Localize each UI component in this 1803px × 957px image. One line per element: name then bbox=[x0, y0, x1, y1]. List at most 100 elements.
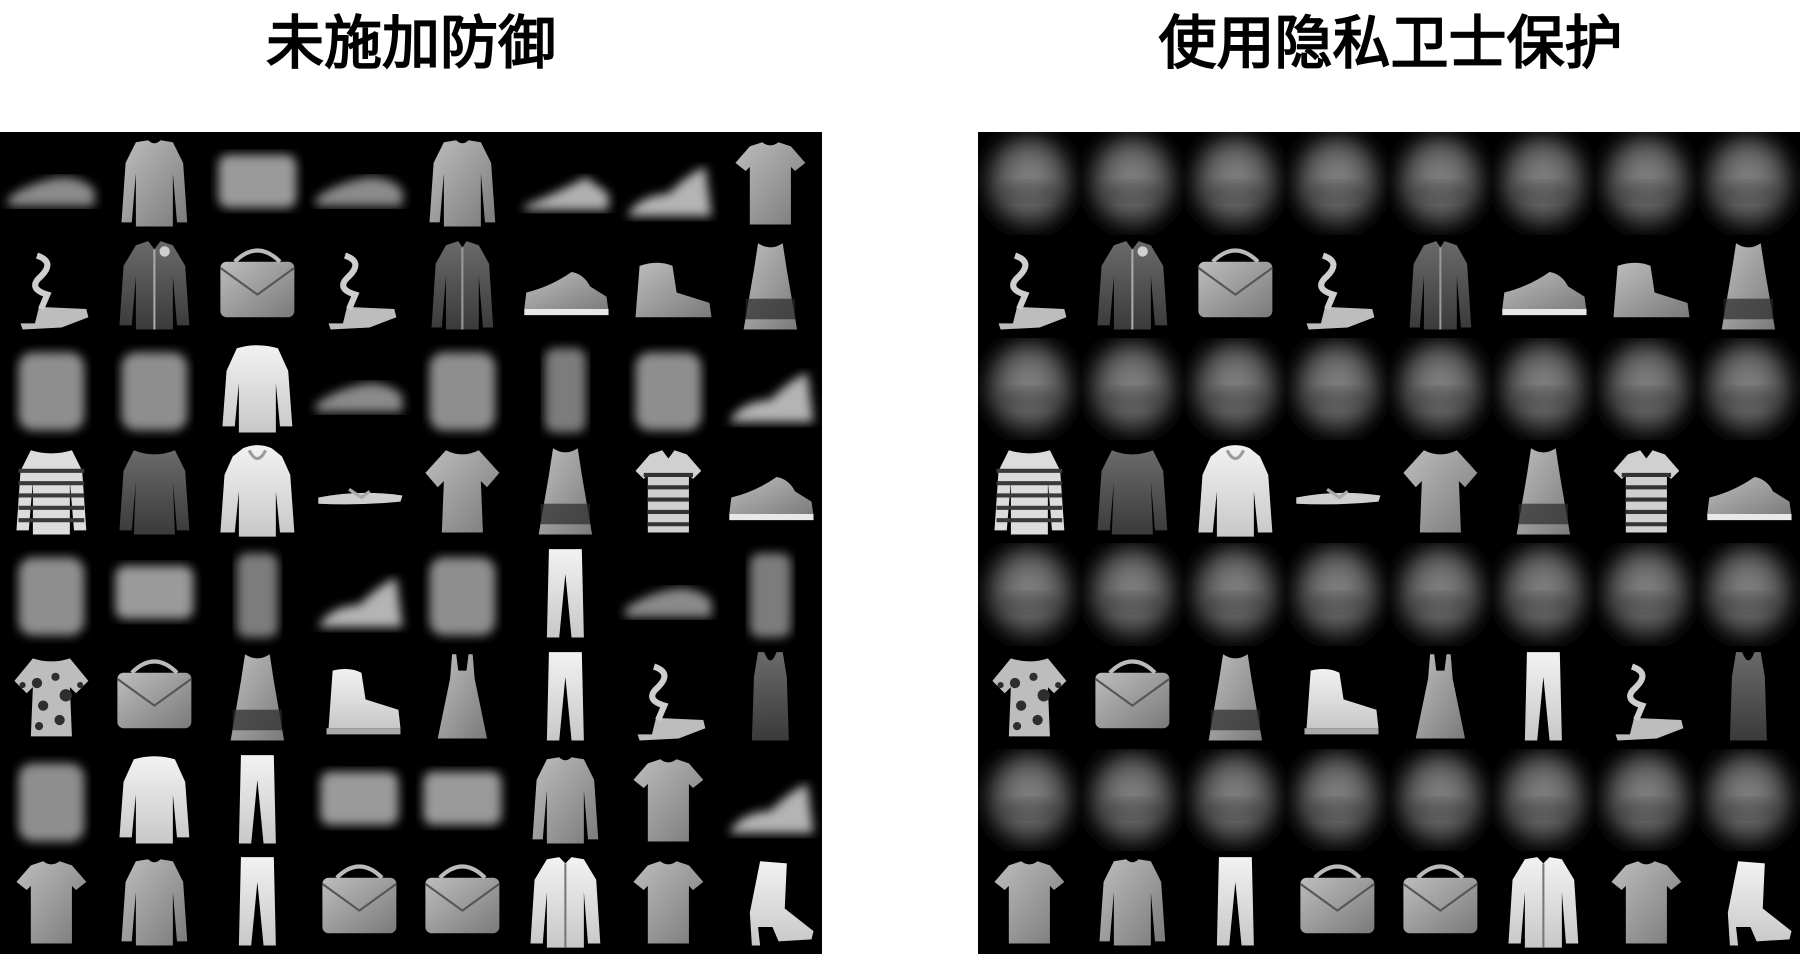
thumbnail-blob bbox=[1183, 337, 1287, 441]
thumbnail-sneaker bbox=[513, 234, 617, 338]
thumbnail-tshirt bbox=[978, 851, 1081, 954]
thumbnail-tshirt bbox=[616, 851, 720, 954]
thumbnail-blob bbox=[1080, 748, 1184, 852]
thumbnail-blur-top bbox=[411, 543, 514, 646]
panel-title-undefended: 未施加防御 bbox=[265, 9, 556, 77]
image-grid-undefended bbox=[0, 132, 822, 954]
thumbnail-dress bbox=[1697, 234, 1800, 338]
thumbnail-dress bbox=[719, 234, 822, 338]
thumbnail-blur-dress bbox=[513, 337, 617, 441]
thumbnail-blob bbox=[1286, 132, 1389, 235]
thumbnail-blob bbox=[1389, 337, 1492, 441]
thumbnail-longsleeve bbox=[1080, 851, 1184, 954]
thumbnail-heeled-boot bbox=[719, 851, 822, 954]
thumbnail-trousers bbox=[205, 748, 309, 852]
thumbnail-high-top bbox=[1286, 645, 1389, 749]
thumbnail-shirt bbox=[411, 234, 514, 338]
thumbnail-ankle-boot bbox=[1594, 234, 1698, 338]
thumbnail-blob bbox=[1697, 748, 1800, 852]
thumbnail-blob bbox=[1491, 337, 1595, 441]
thumbnail-blur-bag bbox=[102, 543, 206, 646]
thumbnail-bag bbox=[1183, 234, 1287, 338]
thumbnail-jacket bbox=[1080, 234, 1184, 338]
thumbnail-blur-bag bbox=[411, 748, 514, 852]
thumbnail-bag bbox=[308, 851, 411, 954]
thumbnail-blur-bag bbox=[308, 748, 411, 852]
thumbnail-blur-sneaker bbox=[513, 132, 617, 235]
thumbnail-pullover bbox=[205, 337, 309, 441]
thumbnail-tank-top bbox=[1697, 645, 1800, 749]
thumbnail-longsleeve bbox=[411, 132, 514, 235]
thumbnail-dress bbox=[1491, 440, 1595, 543]
thumbnail-flat-sandal bbox=[308, 440, 411, 543]
thumbnail-pullover bbox=[102, 748, 206, 852]
thumbnail-trousers bbox=[1183, 851, 1287, 954]
thumbnail-blob bbox=[1594, 748, 1698, 852]
thumbnail-blur-boot bbox=[308, 543, 411, 646]
thumbnail-zip-jacket bbox=[513, 851, 617, 954]
thumbnail-blur-dress bbox=[719, 543, 822, 646]
thumbnail-sandal bbox=[1594, 645, 1698, 749]
thumbnail-tshirt bbox=[0, 851, 103, 954]
thumbnail-blob bbox=[1389, 543, 1492, 646]
thumbnail-blob bbox=[1286, 543, 1389, 646]
thumbnail-bag bbox=[1080, 645, 1184, 749]
thumbnail-blur-top bbox=[411, 337, 514, 441]
thumbnail-hoodie bbox=[205, 440, 309, 543]
thumbnail-blob bbox=[1594, 132, 1698, 235]
thumbnail-blob bbox=[1286, 337, 1389, 441]
thumbnail-dress bbox=[513, 440, 617, 543]
thumbnail-blob bbox=[1286, 748, 1389, 852]
thumbnail-blob bbox=[1594, 337, 1698, 441]
thumbnail-blob bbox=[978, 132, 1081, 235]
thumbnail-patterned-shirt bbox=[978, 645, 1081, 749]
thumbnail-dark-top bbox=[1080, 440, 1184, 543]
thumbnail-hoodie bbox=[1183, 440, 1287, 543]
thumbnail-blob bbox=[1491, 543, 1595, 646]
thumbnail-trousers bbox=[513, 645, 617, 749]
thumbnail-bag bbox=[205, 234, 309, 338]
thumbnail-blob bbox=[1697, 337, 1800, 441]
thumbnail-sundress bbox=[1389, 645, 1492, 749]
thumbnail-sandal bbox=[978, 234, 1081, 338]
thumbnail-ankle-boot bbox=[616, 234, 720, 338]
thumbnail-sandal bbox=[308, 234, 411, 338]
thumbnail-blur-top bbox=[0, 748, 103, 852]
thumbnail-dress bbox=[1183, 645, 1287, 749]
thumbnail-heeled-boot bbox=[1697, 851, 1800, 954]
thumbnail-blob bbox=[1080, 543, 1184, 646]
thumbnail-sandal bbox=[1286, 234, 1389, 338]
thumbnail-bag bbox=[1389, 851, 1492, 954]
thumbnail-blob bbox=[1389, 132, 1492, 235]
thumbnail-blur-dress bbox=[205, 543, 309, 646]
thumbnail-striped-shirt bbox=[978, 440, 1081, 543]
thumbnail-blur-shoe bbox=[0, 132, 103, 235]
thumbnail-blob bbox=[1697, 132, 1800, 235]
thumbnail-sandal bbox=[0, 234, 103, 338]
thumbnail-tshirt bbox=[719, 132, 822, 235]
thumbnail-blob bbox=[978, 543, 1081, 646]
thumbnail-blur-top bbox=[0, 337, 103, 441]
thumbnail-bag bbox=[411, 851, 514, 954]
thumbnail-longsleeve bbox=[102, 132, 206, 235]
thumbnail-bag bbox=[1286, 851, 1389, 954]
thumbnail-sundress bbox=[411, 645, 514, 749]
thumbnail-blob bbox=[1594, 543, 1698, 646]
thumbnail-striped-polo bbox=[616, 440, 720, 543]
thumbnail-blob bbox=[1183, 132, 1287, 235]
thumbnail-blur-shoe bbox=[616, 543, 720, 646]
thumbnail-longsleeve bbox=[102, 851, 206, 954]
thumbnail-flat-sandal bbox=[1286, 440, 1389, 543]
thumbnail-blur-top bbox=[616, 337, 720, 441]
thumbnail-dark-top bbox=[102, 440, 206, 543]
thumbnail-sneaker bbox=[1697, 440, 1800, 543]
thumbnail-blob bbox=[1080, 337, 1184, 441]
thumbnail-blouse bbox=[411, 440, 514, 543]
thumbnail-blob bbox=[978, 337, 1081, 441]
thumbnail-trousers bbox=[1491, 645, 1595, 749]
thumbnail-striped-shirt bbox=[0, 440, 103, 543]
thumbnail-bag bbox=[102, 645, 206, 749]
thumbnail-blur-boot bbox=[719, 337, 822, 441]
thumbnail-tshirt bbox=[1594, 851, 1698, 954]
thumbnail-striped-polo bbox=[1594, 440, 1698, 543]
